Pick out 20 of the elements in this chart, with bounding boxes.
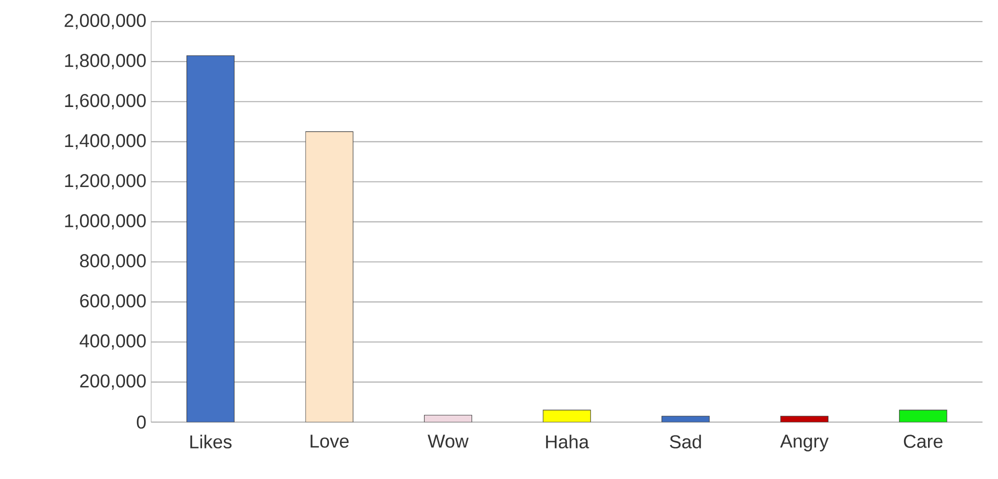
y-tick-label: 1,600,000	[65, 94, 146, 110]
y-tick-label: 200,000	[80, 374, 146, 390]
y-tick-label: 1,000,000	[65, 214, 146, 230]
x-tick-label: Haha	[546, 434, 590, 449]
y-tick-label: 1,400,000	[65, 134, 146, 150]
x-tick-label: Angry	[780, 434, 829, 452]
y-tick-label: 1,800,000	[65, 54, 146, 70]
x-tick-label: Likes	[190, 434, 232, 449]
y-tick-label: 400,000	[80, 334, 146, 350]
x-tick-label: Sad	[670, 434, 701, 449]
x-tick-label: Care	[904, 434, 942, 448]
y-tick-label: 600,000	[80, 294, 146, 310]
y-tick-label: 800,000	[80, 254, 146, 270]
y-tick-label: 0	[136, 416, 146, 429]
y-tick-label: 1,200,000	[65, 174, 146, 190]
bar	[899, 410, 948, 422]
x-tick-label: Love	[310, 434, 349, 448]
y-tick-label: 2,000,000	[64, 14, 146, 30]
x-tick-label: Wow	[428, 434, 469, 448]
bar	[542, 410, 591, 422]
